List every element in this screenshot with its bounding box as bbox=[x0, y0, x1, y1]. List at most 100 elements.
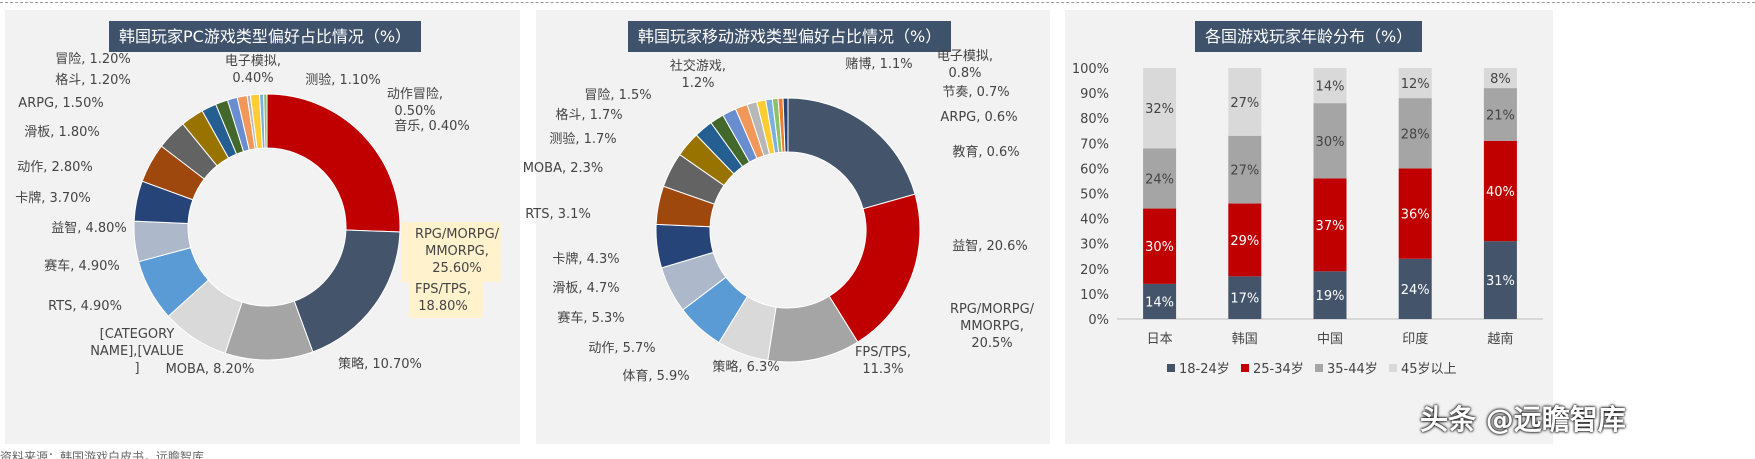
y-tick-label: 80% bbox=[1080, 112, 1109, 127]
bar--series-2 bbox=[1313, 103, 1347, 179]
age-stacked-bar-chart: 0% 10% 20% 30% 40% 50% 60% 70% 80% 90% 100% 14% 30% 2… bbox=[1072, 62, 1543, 377]
x-tick-label: 中国 bbox=[1317, 332, 1343, 347]
mobile-label-14: 社交游戏, 1.2% bbox=[670, 58, 726, 91]
top-divider bbox=[0, 2, 1755, 3]
pc-label-6: 赛车, 4.90% bbox=[44, 258, 120, 274]
bar-value-label: 24% bbox=[1145, 172, 1174, 187]
pc-label-0: RPG/MORPG/MMORPG, 25.60% bbox=[415, 227, 500, 276]
bar-value-label: 28% bbox=[1401, 127, 1430, 142]
mobile-chart-title: 韩国玩家移动游戏类型偏好占比情况（%） bbox=[628, 21, 952, 52]
pc-genre-donut-chart: RPG/MORPG/MMORPG, 25.60% FPS/TPS, 18.80% 策略,… bbox=[15, 52, 501, 377]
pc-label-highlight-0 bbox=[401, 222, 501, 282]
pc-label-4: [CATEGORY NAME],[VALUE] bbox=[90, 327, 184, 376]
pc-slice-0 bbox=[266, 93, 401, 233]
pc-label-15: 测验, 1.10% bbox=[305, 72, 381, 88]
y-tick-label: 50% bbox=[1080, 188, 1109, 203]
y-tick-label: 90% bbox=[1080, 87, 1109, 102]
source-footnote: 资料来源：韩国游戏白皮书，远瞻智库 bbox=[0, 445, 420, 459]
y-tick-label: 40% bbox=[1080, 213, 1109, 228]
y-tick-label: 100% bbox=[1072, 62, 1109, 77]
bar-value-label: 40% bbox=[1486, 185, 1515, 200]
mobile-label-19: 教育, 0.6% bbox=[952, 144, 1019, 160]
mobile-label-2: FPS/TPS, 11.3% bbox=[855, 345, 911, 377]
y-tick-label: 30% bbox=[1080, 238, 1109, 253]
pc-label-7: 益智, 4.80% bbox=[51, 221, 127, 236]
bar--series-1 bbox=[1483, 140, 1517, 242]
bar--series-3 bbox=[1228, 68, 1262, 136]
pc-label-12: 格斗, 1.20% bbox=[55, 72, 131, 88]
bar-value-label: 27% bbox=[1230, 164, 1259, 179]
pc-label-2: 策略, 10.70% bbox=[338, 356, 422, 372]
legend-label-2: 35-44岁 bbox=[1327, 362, 1378, 377]
pc-label-5: RTS, 4.90% bbox=[48, 299, 122, 314]
bar-value-label: 21% bbox=[1486, 108, 1515, 123]
bar-value-label: 37% bbox=[1316, 219, 1345, 234]
mobile-label-9: RTS, 3.1% bbox=[525, 207, 591, 222]
mobile-label-1: RPG/MORPG/MMORPG, 20.5% bbox=[950, 302, 1035, 351]
pc-slice-17 bbox=[263, 93, 268, 149]
mobile-label-16: 电子模拟, 0.8% bbox=[937, 49, 993, 81]
mobile-label-12: 格斗, 1.7% bbox=[555, 107, 622, 123]
pc-label-13: 冒险, 1.20% bbox=[55, 52, 131, 67]
mobile-genre-panel: 韩国玩家移动游戏类型偏好占比情况（%） 益智, 20.6% RPG/MORPG/M… bbox=[523, 10, 1050, 444]
mobile-label-3: 策略, 6.3% bbox=[712, 359, 779, 375]
legend-swatch-0 bbox=[1167, 364, 1175, 372]
mobile-slice-19 bbox=[782, 97, 789, 153]
pc-chart-title: 韩国玩家PC游戏类型偏好占比情况（%） bbox=[109, 21, 422, 52]
legend-label-3: 45岁以上 bbox=[1401, 362, 1457, 377]
bar-value-label: 8% bbox=[1490, 72, 1511, 87]
x-tick-label: 韩国 bbox=[1232, 332, 1258, 347]
age-distribution-panel: 各国游戏玩家年龄分布（%） 0% 10% 20% 30% 40% 50% 60% 70% 80%… bbox=[1065, 10, 1553, 444]
bar--series-0 bbox=[1398, 258, 1432, 319]
pc-label-17: 音乐, 0.40% bbox=[394, 118, 470, 134]
bar-value-label: 30% bbox=[1145, 240, 1174, 255]
mobile-label-18: ARPG, 0.6% bbox=[940, 110, 1017, 125]
bar--series-0 bbox=[1143, 283, 1177, 319]
y-tick-label: 60% bbox=[1080, 162, 1109, 177]
bar--series-3 bbox=[1313, 68, 1347, 104]
legend-label-1: 25-34岁 bbox=[1253, 362, 1304, 377]
pc-label-10: 滑板, 1.80% bbox=[24, 125, 100, 140]
mobile-label-4: 体育, 5.9% bbox=[622, 368, 689, 384]
mobile-genre-donut-chart: 益智, 20.6% RPG/MORPG/MMORPG, 20.5% FPS/TPS, 1… bbox=[523, 49, 1035, 384]
age-chart-title: 各国游戏玩家年龄分布（%） bbox=[1195, 21, 1423, 52]
pc-label-3: MOBA, 8.20% bbox=[166, 362, 255, 377]
mobile-label-0: 益智, 20.6% bbox=[952, 239, 1028, 254]
pc-label-11: ARPG, 1.50% bbox=[18, 96, 103, 111]
bar--series-3 bbox=[1143, 68, 1177, 149]
footnote-text: 资料来源：韩国游戏白皮书，远瞻智库 bbox=[0, 450, 205, 459]
bar--series-3 bbox=[1398, 68, 1432, 99]
pc-label-highlight-1 bbox=[409, 278, 483, 318]
y-tick-label: 20% bbox=[1080, 263, 1109, 278]
bar-value-label: 14% bbox=[1145, 295, 1174, 310]
mobile-label-11: 测验, 1.7% bbox=[549, 131, 616, 147]
bar-value-label: 17% bbox=[1230, 292, 1259, 307]
bar--series-2 bbox=[1398, 98, 1432, 169]
bar--series-0 bbox=[1483, 241, 1517, 319]
mobile-label-8: 卡牌, 4.3% bbox=[552, 251, 619, 267]
bar-value-label: 24% bbox=[1401, 283, 1430, 298]
bar-value-label: 29% bbox=[1230, 234, 1259, 249]
bar--series-1 bbox=[1143, 208, 1177, 284]
bar--series-1 bbox=[1228, 203, 1262, 277]
bar--series-1 bbox=[1313, 178, 1347, 272]
legend-swatch-3 bbox=[1389, 364, 1397, 372]
bar--series-2 bbox=[1143, 148, 1177, 209]
legend-swatch-1 bbox=[1241, 364, 1249, 372]
x-tick-label: 日本 bbox=[1147, 332, 1173, 347]
pc-label-1: FPS/TPS, 18.80% bbox=[415, 282, 471, 314]
bar-value-label: 36% bbox=[1401, 208, 1430, 223]
mobile-label-10: MOBA, 2.3% bbox=[523, 161, 604, 176]
bar-value-label: 19% bbox=[1316, 289, 1345, 304]
bar-value-label: 32% bbox=[1145, 102, 1174, 117]
bar--series-3 bbox=[1483, 68, 1517, 89]
mobile-label-15: 赌博, 1.1% bbox=[845, 57, 912, 72]
pc-label-8: 卡牌, 3.70% bbox=[15, 190, 91, 206]
pc-label-9: 动作, 2.80% bbox=[17, 160, 93, 175]
legend-label-0: 18-24岁 bbox=[1179, 362, 1230, 377]
bar--series-0 bbox=[1228, 276, 1262, 319]
bar-value-label: 14% bbox=[1316, 80, 1345, 95]
watermark: 头条 @远瞻智库 bbox=[1420, 403, 1626, 436]
x-tick-label: 越南 bbox=[1487, 331, 1513, 347]
mobile-slice-0 bbox=[787, 97, 916, 210]
